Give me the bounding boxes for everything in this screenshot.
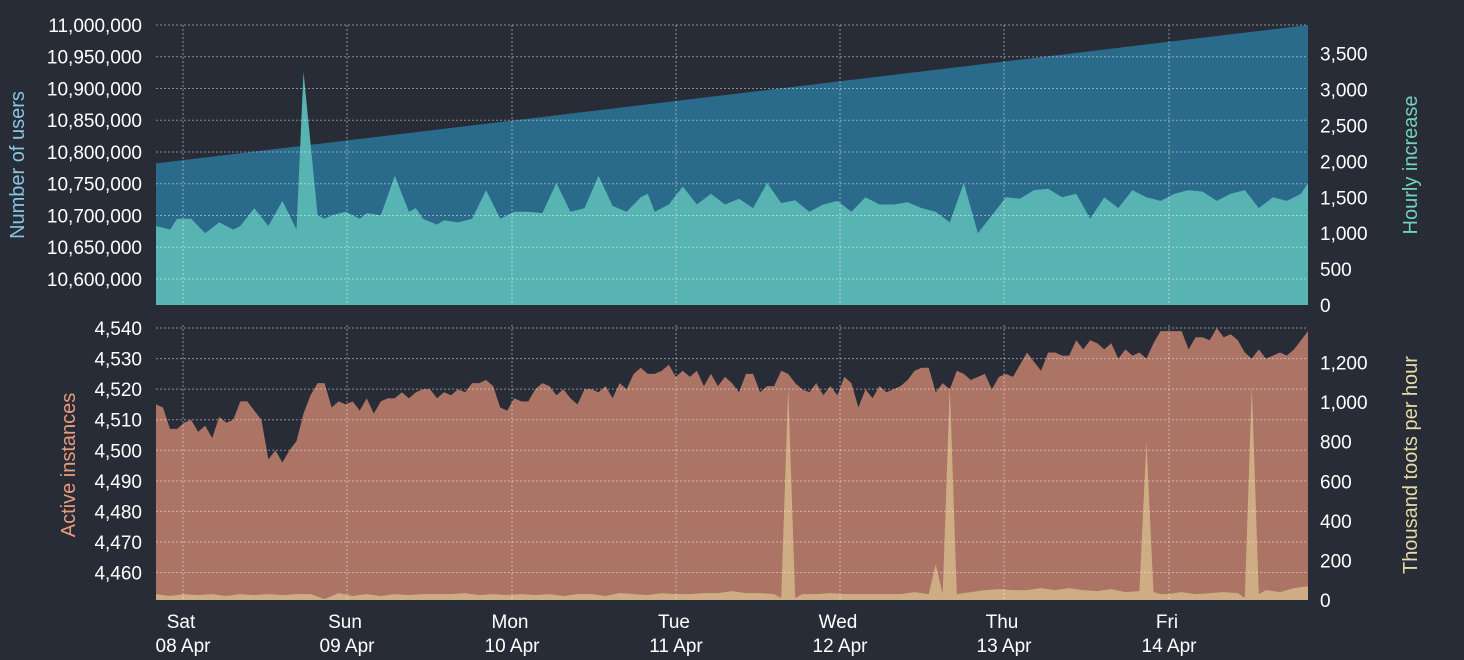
- top-right-axis-label: Hourly increase: [1400, 96, 1422, 235]
- right-tick-label: 3,000: [1320, 81, 1368, 102]
- top-right-tick-labels: 0 500 1,000 1,500 2,000 2,500 3,000 3,500: [1320, 45, 1368, 317]
- left-tick-label: 10,600,000: [47, 270, 142, 291]
- left-tick-label: 4,500: [94, 441, 142, 462]
- x-tick-date: 09 Apr: [320, 636, 376, 657]
- x-tick-day: Thu: [986, 612, 1019, 633]
- x-tick-day: Sat: [167, 612, 196, 633]
- right-tick-label: 200: [1320, 551, 1352, 572]
- bottom-panel: 4,460 4,470 4,480 4,490 4,500 4,510 4,520 4,530…: [58, 319, 1422, 612]
- right-tick-label: 500: [1320, 260, 1352, 281]
- bottom-right-tick-labels: 0 200 400 600 800 1,000 1,200: [1320, 354, 1368, 612]
- left-tick-label: 10,800,000: [47, 143, 142, 164]
- left-tick-label: 10,650,000: [47, 238, 142, 259]
- x-tick-day: Wed: [819, 612, 858, 633]
- right-tick-label: 1,200: [1320, 354, 1368, 375]
- right-tick-label: 600: [1320, 472, 1352, 493]
- top-series-areas: [156, 25, 1308, 305]
- x-tick-date: 14 Apr: [1142, 636, 1198, 657]
- left-tick-label: 10,750,000: [47, 175, 142, 196]
- left-tick-label: 10,850,000: [47, 111, 142, 132]
- bottom-left-tick-labels: 4,460 4,470 4,480 4,490 4,500 4,510 4,520 4,530…: [94, 319, 142, 584]
- top-panel: 10,600,000 10,650,000 10,700,000 10,750,000…: [7, 16, 1422, 317]
- left-tick-label: 4,470: [94, 533, 142, 554]
- top-left-axis-label: Number of users: [7, 91, 29, 239]
- bottom-left-axis-label: Active instances: [58, 393, 80, 538]
- left-tick-label: 4,510: [94, 411, 142, 432]
- top-left-tick-labels: 10,600,000 10,650,000 10,700,000 10,750,000…: [47, 16, 142, 291]
- x-tick-date: 12 Apr: [813, 636, 869, 657]
- x-tick-date: 10 Apr: [485, 636, 541, 657]
- left-tick-label: 4,540: [94, 319, 142, 340]
- left-tick-label: 10,700,000: [47, 206, 142, 227]
- left-tick-label: 4,520: [94, 380, 142, 401]
- left-tick-label: 4,460: [94, 564, 142, 585]
- bottom-gridlines: [156, 325, 1308, 600]
- right-tick-label: 2,500: [1320, 117, 1368, 138]
- x-tick-date: 08 Apr: [156, 636, 212, 657]
- right-tick-label: 800: [1320, 433, 1352, 454]
- right-tick-label: 2,000: [1320, 152, 1368, 173]
- x-tick-day: Fri: [1156, 612, 1178, 633]
- x-axis-tick-labels: Sat 08 Apr Sun 09 Apr Mon 10 Apr Tue 11 Apr Wed 1…: [156, 612, 1198, 657]
- bottom-series-areas: [156, 328, 1308, 600]
- left-tick-label: 4,490: [94, 472, 142, 493]
- left-tick-label: 10,950,000: [47, 48, 142, 69]
- right-tick-label: 0: [1320, 296, 1331, 317]
- left-tick-label: 10,900,000: [47, 79, 142, 100]
- bottom-right-axis-label: Thousand toots per hour: [1400, 356, 1422, 574]
- right-tick-label: 3,500: [1320, 45, 1368, 66]
- series-area-1: [156, 328, 1308, 600]
- top-gridlines: [156, 24, 1308, 305]
- left-tick-label: 4,480: [94, 502, 142, 523]
- left-tick-label: 11,000,000: [48, 16, 142, 37]
- left-tick-label: 4,530: [94, 350, 142, 371]
- x-tick-day: Tue: [658, 612, 690, 633]
- series-area-2: [156, 71, 1308, 305]
- right-tick-label: 0: [1320, 591, 1331, 612]
- right-tick-label: 400: [1320, 512, 1352, 533]
- right-tick-label: 1,500: [1320, 188, 1368, 209]
- right-tick-label: 1,000: [1320, 393, 1368, 414]
- x-tick-day: Sun: [328, 612, 362, 633]
- right-tick-label: 1,000: [1320, 224, 1368, 245]
- x-tick-day: Mon: [492, 612, 529, 633]
- x-tick-date: 13 Apr: [977, 636, 1033, 657]
- x-tick-date: 11 Apr: [649, 636, 703, 657]
